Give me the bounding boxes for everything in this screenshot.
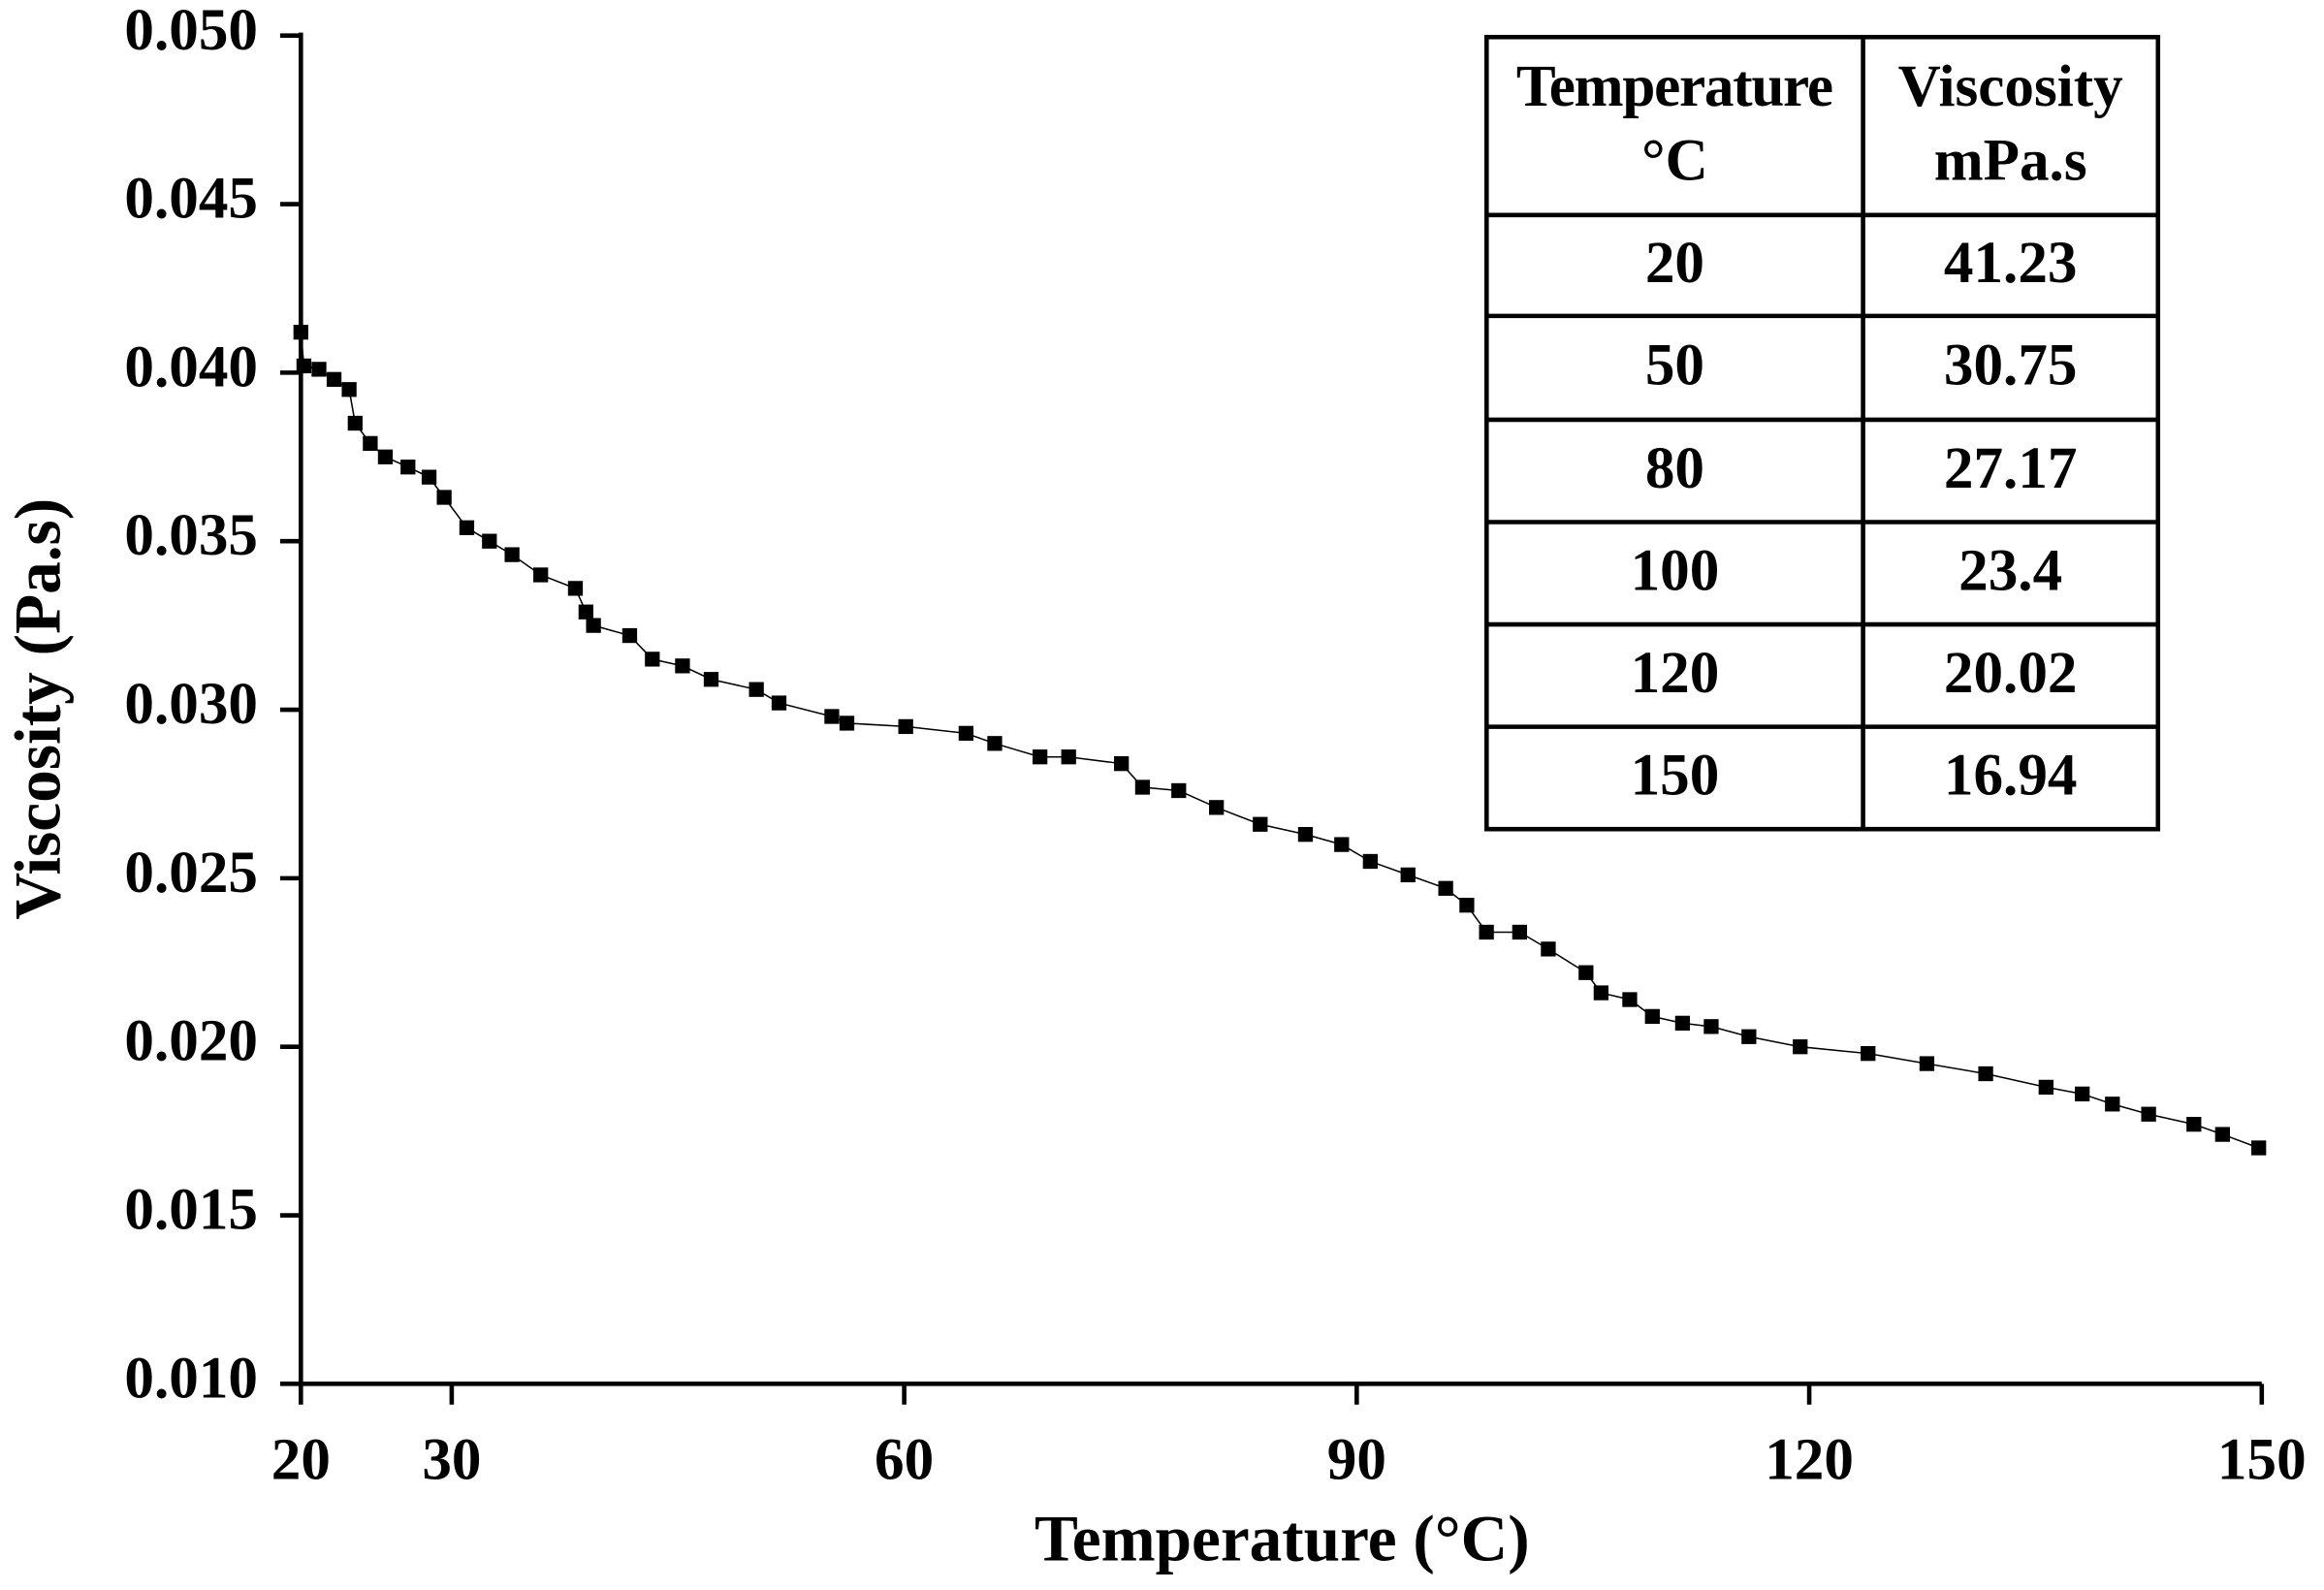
data-point [377, 449, 394, 464]
data-point [1978, 1065, 1993, 1082]
data-point [293, 325, 308, 340]
data-point [347, 415, 363, 431]
data-point [296, 358, 312, 374]
y-axis-label: Viscosity (Pa.s) [1, 498, 74, 920]
data-point [533, 567, 549, 583]
table-cell: 41.23 [1944, 230, 2078, 296]
x-tick-label: 30 [422, 1427, 481, 1493]
data-point [1919, 1056, 1935, 1071]
data-point [459, 520, 475, 535]
data-point [1171, 782, 1187, 799]
data-point [2075, 1086, 2090, 1102]
data-point [1459, 898, 1475, 913]
table-header: °C [1641, 127, 1708, 193]
data-point [1644, 1008, 1660, 1025]
data-point [839, 716, 855, 731]
data-point [645, 652, 660, 667]
table-cell: 80 [1645, 435, 1704, 501]
data-point [436, 490, 452, 505]
y-tick-label: 0.030 [124, 671, 258, 737]
y-tick-label: 0.015 [124, 1177, 258, 1243]
table-cell: 27.17 [1944, 435, 2078, 501]
data-point [1134, 779, 1151, 795]
table-cell: 150 [1631, 742, 1720, 808]
data-point [400, 460, 416, 475]
data-point [1253, 816, 1268, 832]
data-point [578, 604, 594, 620]
data-point [1622, 992, 1638, 1007]
data-point [567, 581, 584, 596]
y-tick-label: 0.020 [124, 1008, 258, 1074]
data-point [1209, 800, 1225, 815]
table-header: Temperature [1516, 53, 1833, 119]
data-point [421, 469, 437, 485]
table-cell: 30.75 [1944, 332, 2078, 398]
data-point [703, 672, 719, 687]
data-point [1793, 1039, 1808, 1055]
data-point [675, 658, 690, 674]
data-point [621, 627, 638, 644]
data-point [504, 547, 520, 562]
data-point [2105, 1097, 2120, 1112]
data-point [2038, 1079, 2053, 1096]
data-point [1297, 827, 1314, 843]
data-point [1479, 924, 1494, 940]
y-tick-label: 0.010 [124, 1345, 258, 1411]
data-point [2251, 1140, 2267, 1156]
data-point [748, 682, 764, 697]
data-point [1362, 853, 1378, 870]
table-cell: 16.94 [1944, 742, 2078, 808]
y-tick-label: 0.035 [124, 502, 258, 568]
data-point [311, 362, 327, 377]
data-point [898, 718, 913, 735]
x-tick-label: 60 [875, 1427, 934, 1493]
x-tick-label: 90 [1327, 1427, 1386, 1493]
data-point [824, 709, 840, 724]
table-cell: 100 [1631, 537, 1720, 603]
data-point [1541, 941, 1556, 957]
data-point [2214, 1127, 2230, 1142]
data-point [363, 435, 378, 452]
x-tick-label: 20 [271, 1427, 331, 1493]
data-point [1703, 1019, 1719, 1034]
data-point [1400, 867, 1416, 883]
data-point [482, 533, 497, 549]
data-point [326, 371, 342, 387]
data-point [2186, 1117, 2202, 1132]
data-point [771, 695, 787, 711]
y-tick-label: 0.040 [124, 334, 258, 399]
y-tick-label: 0.045 [124, 166, 258, 232]
data-point [1334, 837, 1350, 852]
data-point [1593, 985, 1609, 1001]
table-header: Viscosity [1898, 53, 2123, 119]
data-point [1674, 1015, 1691, 1032]
y-tick-label: 0.025 [124, 840, 258, 906]
x-tick-label: 120 [1765, 1427, 1854, 1493]
table-cell: 23.4 [1958, 537, 2062, 603]
data-point [1741, 1029, 1757, 1044]
data-point [1061, 749, 1076, 765]
data-point [1032, 749, 1048, 765]
data-point [987, 736, 1003, 751]
table-header: mPa.s [1934, 127, 2087, 193]
data-point [586, 618, 601, 633]
data-point [1578, 965, 1594, 980]
data-point [341, 382, 357, 398]
table-cell: 20.02 [1944, 640, 2078, 706]
data-point [1512, 924, 1528, 940]
x-axis-label: Temperature (°C) [1035, 1503, 1530, 1575]
table-cell: 20 [1645, 230, 1704, 296]
data-point [1861, 1045, 1876, 1062]
x-tick-label: 150 [2217, 1427, 2307, 1493]
data-point [2141, 1106, 2156, 1122]
table-cell: 120 [1631, 640, 1720, 706]
data-point [1438, 880, 1453, 896]
data-point [958, 725, 974, 742]
data-point [1114, 756, 1130, 772]
table-cell: 50 [1645, 332, 1704, 398]
y-tick-label: 0.050 [124, 0, 258, 63]
table-frame [1483, 34, 2161, 832]
